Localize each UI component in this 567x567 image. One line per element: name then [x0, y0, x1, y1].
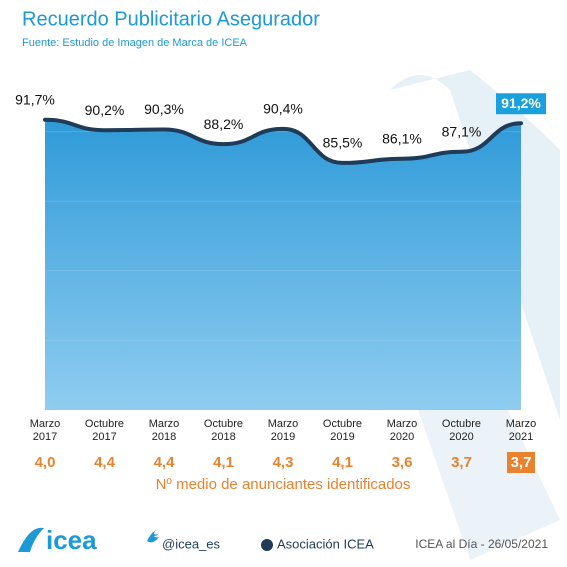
value-label: 86,1% — [382, 130, 422, 146]
x-tick-label: Marzo 2019 — [267, 418, 299, 443]
value-label: 90,3% — [144, 101, 184, 117]
footer-logo: icea — [18, 525, 97, 555]
logo-text: icea — [46, 525, 97, 555]
secondary-value: 4,1 — [332, 454, 353, 471]
highlight-box — [507, 452, 535, 473]
linkedin-name: Asociación ICEA — [277, 536, 374, 551]
value-label: 91,7% — [15, 91, 55, 107]
x-tick-label: Octubre 2017 — [84, 418, 125, 443]
secondary-value: 4,3 — [273, 454, 294, 471]
twitter-handle: @icea_es — [162, 536, 221, 551]
chart-subtitle: Fuente: Estudio de Imagen de Marca de IC… — [22, 37, 248, 49]
value-label: 90,2% — [85, 102, 125, 118]
secondary-value: 4,4 — [154, 454, 176, 471]
area — [45, 119, 521, 410]
twitter-icon — [147, 530, 159, 543]
x-tick-label: Marzo 2018 — [148, 418, 180, 443]
secondary-label: Nº medio de anunciantes identificados — [156, 476, 411, 493]
value-label: 87,1% — [442, 123, 482, 139]
value-label: 91,2% — [501, 95, 541, 111]
highlight-box — [496, 93, 546, 115]
x-tick-label: Marzo 2021 — [505, 418, 537, 443]
x-tick-label: Marzo 2017 — [29, 418, 61, 443]
linkedin-icon — [261, 539, 273, 551]
x-tick-label: Octubre 2019 — [322, 418, 363, 443]
footer-note: ICEA al Día - 26/05/2021 — [415, 537, 548, 551]
value-label: 88,2% — [204, 116, 244, 132]
secondary-value: 4,0 — [35, 454, 56, 471]
chart-title: Recuerdo Publicitario Asegurador — [22, 8, 320, 30]
secondary-value: 4,4 — [94, 454, 116, 471]
line — [43, 117, 523, 165]
secondary-value: 3,7 — [451, 454, 472, 471]
x-tick-label: Octubre 2020 — [441, 418, 482, 443]
value-label: 85,5% — [323, 135, 363, 151]
secondary-value: 4,1 — [213, 454, 234, 471]
x-tick-label: Marzo 2020 — [386, 418, 418, 443]
secondary-value: 3,7 — [511, 454, 532, 471]
x-tick-label: Octubre 2018 — [203, 418, 244, 443]
value-label: 90,4% — [263, 101, 303, 117]
secondary-value: 3,6 — [392, 454, 413, 471]
